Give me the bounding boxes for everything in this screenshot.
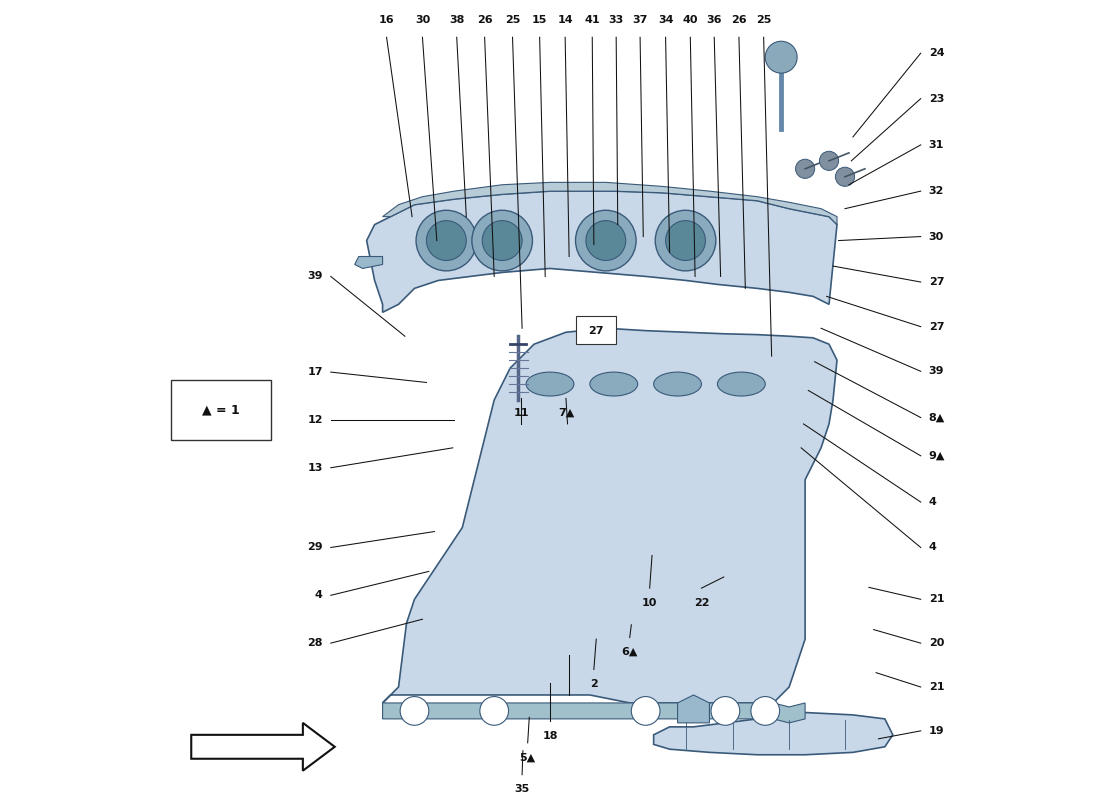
Text: 8▲: 8▲: [928, 413, 945, 422]
Text: 22: 22: [694, 598, 710, 608]
Circle shape: [480, 697, 508, 726]
Circle shape: [820, 151, 838, 170]
Text: 26: 26: [476, 15, 493, 26]
Text: 4: 4: [315, 590, 322, 600]
Text: 13: 13: [307, 462, 322, 473]
Polygon shape: [383, 182, 837, 225]
Text: 25: 25: [505, 15, 520, 26]
Text: 17: 17: [307, 367, 322, 377]
Circle shape: [751, 697, 780, 726]
Text: 27: 27: [588, 326, 604, 336]
Circle shape: [416, 210, 476, 271]
Text: 11: 11: [514, 408, 529, 418]
FancyBboxPatch shape: [172, 380, 271, 440]
Text: 4: 4: [928, 497, 936, 507]
Text: 38: 38: [449, 15, 464, 26]
Text: 24: 24: [928, 48, 944, 58]
Circle shape: [835, 167, 855, 186]
Circle shape: [472, 210, 532, 271]
Text: ▲ = 1: ▲ = 1: [202, 403, 240, 417]
Text: 30: 30: [415, 15, 430, 26]
Text: 18: 18: [542, 731, 558, 741]
Text: 21: 21: [928, 682, 944, 692]
Text: 7▲: 7▲: [558, 408, 574, 418]
Text: 29: 29: [307, 542, 322, 553]
Ellipse shape: [717, 372, 766, 396]
Text: 39: 39: [307, 271, 322, 282]
Ellipse shape: [590, 372, 638, 396]
Text: 32: 32: [928, 186, 944, 196]
Text: 4: 4: [928, 542, 936, 553]
Text: 30: 30: [928, 231, 944, 242]
Text: 19: 19: [928, 726, 944, 736]
Text: 34: 34: [658, 15, 673, 26]
Text: 23: 23: [928, 94, 944, 104]
Text: 26: 26: [732, 15, 747, 26]
Text: 25: 25: [756, 15, 771, 26]
Polygon shape: [383, 328, 837, 703]
Text: 20: 20: [928, 638, 944, 648]
Circle shape: [656, 210, 716, 271]
Circle shape: [575, 210, 636, 271]
Text: 35: 35: [515, 784, 530, 794]
Text: 16: 16: [378, 15, 395, 26]
Text: 14: 14: [558, 15, 573, 26]
Polygon shape: [354, 257, 383, 269]
Circle shape: [766, 42, 797, 73]
Text: 15: 15: [532, 15, 548, 26]
Polygon shape: [678, 695, 710, 723]
Circle shape: [711, 697, 739, 726]
Text: 21: 21: [928, 594, 944, 604]
Circle shape: [666, 221, 705, 261]
FancyBboxPatch shape: [576, 316, 616, 344]
Text: 37: 37: [632, 15, 648, 26]
Text: 12: 12: [307, 415, 322, 425]
Text: 5▲: 5▲: [519, 752, 536, 762]
Circle shape: [586, 221, 626, 261]
Text: 10: 10: [642, 598, 658, 608]
Text: 39: 39: [928, 366, 944, 376]
Text: since 1985: since 1985: [602, 550, 737, 570]
Polygon shape: [653, 713, 893, 754]
Ellipse shape: [653, 372, 702, 396]
Text: 27: 27: [928, 322, 944, 332]
Text: 41: 41: [584, 15, 601, 26]
Text: 28: 28: [307, 638, 322, 648]
Text: 27: 27: [928, 277, 944, 287]
Text: 40: 40: [683, 15, 698, 26]
Circle shape: [631, 697, 660, 726]
Circle shape: [400, 697, 429, 726]
Text: 36: 36: [706, 15, 722, 26]
Ellipse shape: [526, 372, 574, 396]
Circle shape: [482, 221, 522, 261]
Circle shape: [795, 159, 815, 178]
Polygon shape: [366, 191, 837, 312]
Text: euro: euro: [521, 366, 706, 434]
Text: 6▲: 6▲: [621, 647, 638, 657]
Polygon shape: [191, 723, 334, 770]
Circle shape: [427, 221, 466, 261]
Text: a passion
for cars: a passion for cars: [563, 470, 696, 522]
Text: 33: 33: [608, 15, 624, 26]
Text: 31: 31: [928, 140, 944, 150]
Text: 3: 3: [565, 705, 573, 714]
Text: 9▲: 9▲: [928, 451, 945, 461]
Polygon shape: [383, 703, 805, 723]
Text: 2: 2: [590, 679, 597, 689]
